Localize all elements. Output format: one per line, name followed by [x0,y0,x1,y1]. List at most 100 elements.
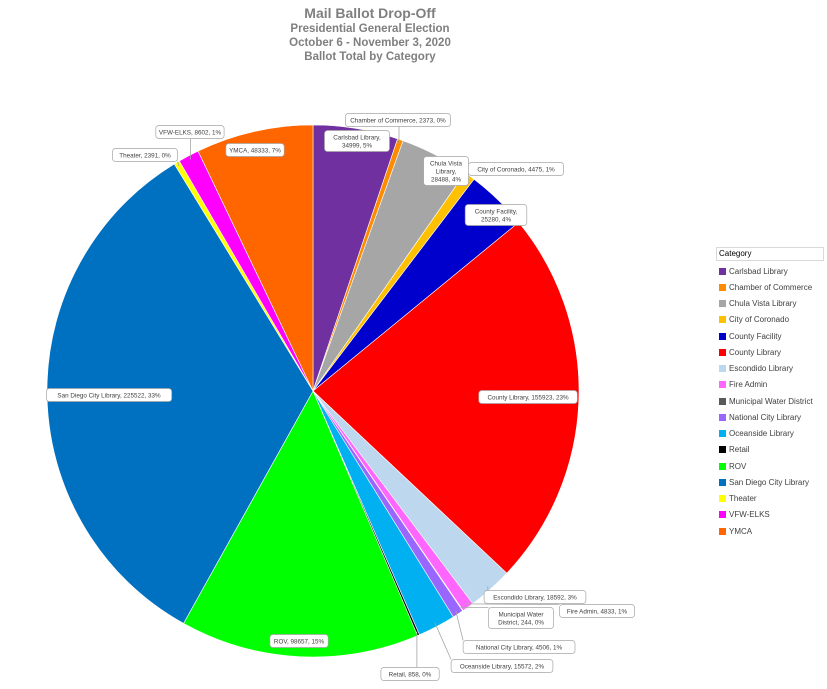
data-labels: Carlsbad Library,34999, 5% Chamber of Com… [46,113,635,681]
legend-item-ymca: YMCA [716,523,824,539]
data-label-box [462,640,576,654]
legend-swatch [719,511,726,519]
legend-item-theater: Theater [716,491,824,507]
chart-title: Mail Ballot Drop-Off [304,5,436,21]
data-label-text: County Facility, [475,209,518,216]
legend-swatch [719,332,726,340]
data-label-text: Escondido Library, 18592, 3% [493,595,577,602]
legend-label: YMCA [729,526,753,536]
legend-item-oceanside-library: Oceanside Library [716,426,824,442]
legend-title: Category [716,247,824,261]
legend: Category Carlsbad Library Chamber of Comm… [716,247,824,539]
data-label-county-library: County Library, 155923, 23% [478,390,578,404]
data-label-text: 34999, 5% [342,143,373,150]
data-label-city-of-coronado: City of Coronado, 4475, 1% [468,162,564,176]
data-label-text: City of Coronado, 4475, 1% [477,167,555,174]
data-label-fire-admin: Fire Admin, 4833, 1% [559,604,635,618]
data-label-box [559,604,635,618]
legend-label: County Library [729,347,782,357]
pie-slice-ymca [197,124,314,392]
chart-titles: Mail Ballot Drop-Off Presidential Genera… [160,5,580,64]
data-label-box [345,113,451,127]
data-label-box [478,390,578,404]
data-label-text: Carlsbad Library, [333,135,381,142]
legend-swatch [719,365,726,373]
pie-slices [46,124,580,658]
legend-items: Carlsbad Library Chamber of Commerce Chula… [716,263,824,539]
legend-swatch [719,462,726,470]
data-label-rov: ROV, 98657, 15% [269,634,329,648]
legend-swatch [719,527,726,535]
data-label-national-city-library: National City Library, 4506, 1% [462,640,576,654]
data-label-text: YMCA, 48333, 7% [229,148,281,155]
legend-label: VFW-ELKS [729,510,770,520]
legend-label: City of Coronado [729,315,790,325]
legend-item-carlsbad-library: Carlsbad Library [716,263,824,279]
data-label-text: San Diego City Library, 225522, 33% [57,393,161,400]
data-label-oceanside-library: Oceanside Library, 15572, 2% [450,659,554,673]
legend-swatch [719,300,726,308]
legend-item-municipal-water-district: Municipal Water District [716,393,824,409]
data-label-box [112,148,178,162]
legend-label: Carlsbad Library [729,266,788,276]
legend-swatch [719,495,726,503]
leader-line-theater [177,161,180,167]
data-label-box [464,204,528,226]
data-label-text: Theater, 2391, 0% [119,153,171,160]
legend-item-county-facility: County Facility [716,328,824,344]
chart-subtitle-line-2: October 6 - November 3, 2020 [289,37,451,49]
data-label-box [380,667,440,681]
leader-line-national-city-library [455,610,464,641]
legend-item-retail: Retail [716,442,824,458]
data-label-box [450,659,554,673]
legend-label: Retail [729,445,750,455]
legend-item-chamber-of-commerce: Chamber of Commerce [716,279,824,295]
legend-item-national-city-library: National City Library [716,409,824,425]
data-label-text: National City Library, 4506, 1% [476,645,563,652]
leader-lines [177,126,560,668]
legend-swatch [719,478,726,486]
data-label-box [488,607,554,629]
data-label-text: Library, [436,169,457,176]
legend-item-san-diego-city-library: San Diego City Library [716,474,824,490]
legend-label: Chamber of Commerce [729,282,813,292]
legend-item-city-of-coronado: City of Coronado [716,312,824,328]
data-label-box [468,162,564,176]
legend-swatch [719,316,726,324]
data-label-text: District, 244, 0% [498,620,544,627]
legend-label: Fire Admin [729,380,768,390]
legend-label: Theater [729,494,757,504]
chart-subtitle-line-3: Ballot Total by Category [304,51,436,63]
legend-swatch [719,446,726,454]
legend-item-rov: ROV [716,458,824,474]
legend-swatch [719,397,726,405]
legend-label: Escondido Library [729,364,794,374]
legend-label: ROV [729,461,747,471]
legend-swatch [719,283,726,291]
data-label-text: ROV, 98657, 15% [274,639,325,646]
data-label-text: VFW-ELKS, 8602, 1% [159,130,222,137]
data-label-chamber-of-commerce: Chamber of Commerce, 2373, 0% [345,113,451,127]
data-label-text: 25280, 4% [481,217,512,224]
data-label-box [46,388,173,402]
legend-label: Oceanside Library [729,429,794,439]
data-label-box [225,143,285,157]
data-label-theater: Theater, 2391, 0% [112,148,178,162]
data-label-text: Chula Vista [430,161,463,168]
data-label-text: Fire Admin, 4833, 1% [567,609,628,616]
legend-label: County Facility [729,331,782,341]
legend-swatch [719,267,726,275]
legend-item-county-library: County Library [716,344,824,360]
data-label-box [324,130,390,152]
data-label-text: Oceanside Library, 15572, 2% [460,664,545,671]
legend-label: Chula Vista Library [729,299,797,309]
legend-label: San Diego City Library [729,477,810,487]
data-label-ymca: YMCA, 48333, 7% [225,143,285,157]
legend-swatch [719,413,726,421]
legend-swatch [719,381,726,389]
data-label-box [483,590,587,604]
leader-line-oceanside-library [434,622,452,660]
data-label-text: Retail, 858, 0% [389,672,432,679]
